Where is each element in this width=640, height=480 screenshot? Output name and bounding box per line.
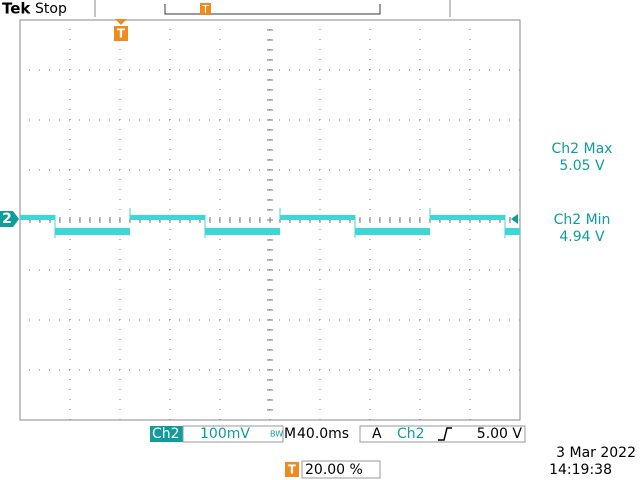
scale-box xyxy=(182,425,284,443)
status: Stop xyxy=(35,1,67,17)
trigger-level: 5.00 V xyxy=(477,426,523,442)
record-bracket xyxy=(164,4,381,15)
date: 3 Mar 2022 xyxy=(556,445,636,461)
trigger-marker-box xyxy=(114,26,128,41)
trigger-position-marker: T xyxy=(288,463,297,477)
waveform xyxy=(20,208,520,238)
channel-marker-box xyxy=(0,211,19,227)
trace-segment xyxy=(20,215,55,220)
readout-label: Ch2 Min xyxy=(554,212,611,228)
trigger-mode: A xyxy=(372,426,382,442)
trace-segment xyxy=(205,228,280,235)
trace-segment xyxy=(55,228,130,235)
trace-segment xyxy=(130,215,205,220)
timebase-prefix: M xyxy=(284,426,296,442)
slope-icon xyxy=(438,427,452,441)
position-marker-box xyxy=(200,3,211,15)
trigger-level-marker xyxy=(511,214,518,224)
trigger-box xyxy=(359,425,526,443)
readout-value: 5.05 V xyxy=(559,158,605,174)
channel: Ch2 xyxy=(152,426,180,442)
readout-value: 4.94 V xyxy=(559,229,605,245)
trigger-arrow xyxy=(115,19,127,25)
brand: Tek xyxy=(2,0,31,18)
trace-segment xyxy=(505,228,520,235)
trigger-position-box xyxy=(301,460,381,479)
trigger-position: 20.00 % xyxy=(305,462,363,478)
channel-marker: 2 xyxy=(2,211,12,227)
trigger-marker: T xyxy=(117,27,126,41)
position-marker: T xyxy=(201,3,209,16)
time: 14:19:38 xyxy=(549,462,612,478)
readout-label: Ch2 Max xyxy=(552,141,613,157)
bw-limit: BW xyxy=(270,430,283,439)
trace-segment xyxy=(430,215,505,220)
channel-box xyxy=(150,426,183,442)
trace-segment xyxy=(280,215,355,220)
scale: 100mV xyxy=(200,426,250,442)
trigger-source: Ch2 xyxy=(397,426,425,442)
timebase: 40.0ms xyxy=(297,426,349,442)
trace-segment xyxy=(355,228,430,235)
trigger-position-icon xyxy=(285,462,299,477)
